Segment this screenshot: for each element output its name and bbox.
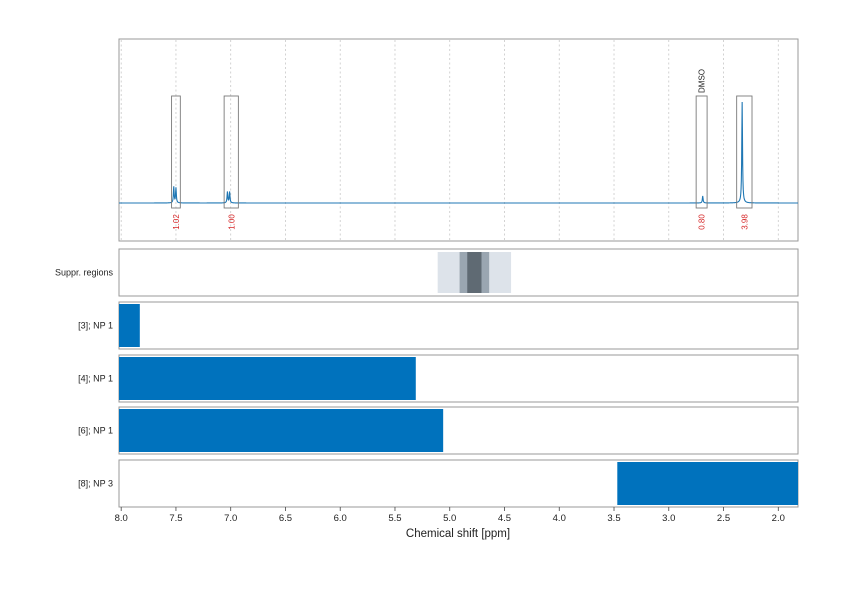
- x-tick-label: 4.5: [498, 513, 511, 524]
- spectrum-frame: [118, 38, 799, 242]
- np-row-frame: [118, 301, 799, 350]
- peak-region-box: [695, 95, 708, 209]
- suppressed-regions-panel: Suppr. regions: [55, 248, 799, 297]
- np-bar: [119, 304, 140, 347]
- np-bar: [119, 409, 444, 452]
- suppressed-regions-frame: [118, 248, 799, 297]
- x-tick-label: 7.0: [224, 513, 237, 524]
- spectrum-line: [119, 101, 798, 204]
- peak-region-box: [171, 95, 181, 209]
- x-tick-label: 8.0: [115, 513, 128, 524]
- x-tick-label: 2.5: [717, 513, 730, 524]
- x-tick-label: 7.5: [169, 513, 182, 524]
- x-axis-title: Chemical shift [ppm]: [406, 528, 510, 540]
- peak-annotation: DMSO: [698, 69, 707, 93]
- np-bar: [119, 357, 416, 400]
- x-tick-label: 6.5: [279, 513, 292, 524]
- integral-label: 0.80: [698, 214, 707, 230]
- np-row-label: [4]; NP 1: [78, 374, 113, 384]
- np-bar: [617, 462, 798, 505]
- np-row-label: [8]; NP 3: [78, 479, 113, 489]
- integral-label: 1.00: [227, 214, 236, 230]
- x-tick-label: 3.5: [607, 513, 620, 524]
- integral-label: 3.98: [740, 214, 749, 230]
- suppressed-band: [467, 252, 482, 293]
- peak-region-box: [223, 95, 239, 209]
- np-row-label: [6]; NP 1: [78, 426, 113, 436]
- np-panels: [3]; NP 1 [4]; NP 1 [6]; NP 1 [8]; NP 3: [78, 301, 799, 508]
- x-tick-label: 6.0: [334, 513, 347, 524]
- x-tick-label: 4.0: [553, 513, 566, 524]
- x-axis: 8.0 7.5 7.0 6.5 6.0 5.5 5.0 4.5 4.0 3.5 3.0 2.5 2.0: [115, 507, 785, 524]
- integral-label: 1.02: [172, 214, 181, 230]
- spectrum-panel: 1.02 1.00 0.80 DMSO 3.98: [118, 38, 799, 242]
- peak-region-box: [736, 95, 753, 209]
- grid-layer: [120, 40, 779, 240]
- x-tick-label: 5.5: [388, 513, 401, 524]
- x-tick-label: 3.0: [662, 513, 675, 524]
- np-row-label: [3]; NP 1: [78, 321, 113, 331]
- suppressed-regions-label: Suppr. regions: [55, 268, 114, 278]
- x-tick-label: 2.0: [772, 513, 785, 524]
- x-tick-label: 5.0: [443, 513, 456, 524]
